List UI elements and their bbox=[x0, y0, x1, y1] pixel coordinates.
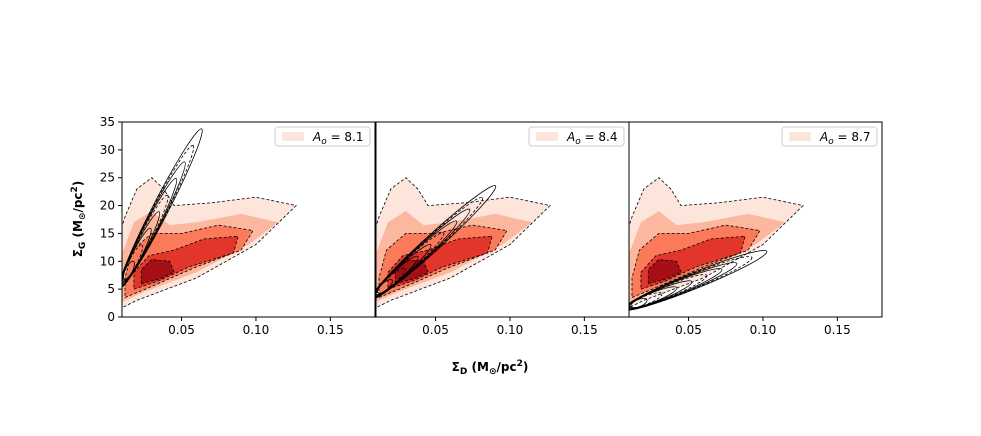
panel-1-y-tick-label-6: 25 bbox=[100, 171, 115, 185]
panel-3-line-contour-9 bbox=[630, 297, 648, 309]
panel-2-legend-swatch bbox=[536, 132, 558, 141]
panel-3-x-ticks: 0.05 0.10 0.15 bbox=[675, 317, 851, 337]
panel-3-legend-label: Ao = 8.7 bbox=[819, 130, 871, 147]
panel-3-plot-area bbox=[629, 177, 804, 311]
panel-1-legend-box bbox=[274, 126, 371, 147]
panel-2-line-contour-9 bbox=[377, 279, 393, 294]
panel-2-line-contour-1 bbox=[376, 185, 497, 300]
panel-2-line-contour-2 bbox=[376, 196, 484, 300]
panel-1-y-ticks: 0 5 10 15 20 25 30 35 bbox=[100, 115, 122, 324]
panel-2: 0.05 0.10 0.15 Ao = 8.4 bbox=[375, 121, 630, 337]
panel-2-line-contour-6 bbox=[376, 244, 432, 296]
panel-2-line-contour-3 bbox=[376, 208, 471, 299]
x-axis-label: ΣD (M⊙/pc2) bbox=[452, 359, 529, 377]
panel-1-x-ticks: 0.05 0.10 0.15 bbox=[168, 317, 344, 337]
panel-2-x-tick-label-3: 0.15 bbox=[571, 323, 598, 337]
panel-1-y-tick-label-1: 0 bbox=[107, 310, 115, 324]
panel-1-x-tick-label-2: 0.10 bbox=[243, 323, 270, 337]
panel-1-x-tick-label-3: 0.15 bbox=[317, 323, 344, 337]
panel-3-density-fill bbox=[629, 177, 804, 309]
panel-1-y-tick-label-8: 35 bbox=[100, 115, 115, 129]
panel-3-x-tick-label-3: 0.15 bbox=[824, 323, 851, 337]
panel-1-line-contour-4 bbox=[122, 178, 178, 286]
panel-3-line-contours bbox=[629, 250, 768, 311]
panel-3-x-tick-label-2: 0.10 bbox=[750, 323, 777, 337]
panel-3-x-tick-label-1: 0.05 bbox=[675, 323, 702, 337]
panel-3-density-level-5 bbox=[647, 259, 682, 285]
panel-2-line-contour-8 bbox=[376, 267, 406, 295]
panel-2-x-tick-label-2: 0.10 bbox=[497, 323, 524, 337]
panel-1-line-contour-7 bbox=[122, 227, 152, 282]
panel-1-y-tick-label-7: 30 bbox=[100, 143, 115, 157]
panel-1-y-tick-label-3: 10 bbox=[100, 254, 115, 268]
panel-2-line-contour-4 bbox=[376, 220, 458, 298]
panel-2-plot-area bbox=[376, 177, 551, 309]
panel-1-density-fill bbox=[122, 177, 297, 309]
panel-1-legend: Ao = 8.1 bbox=[274, 126, 371, 147]
panel-1-plot-area bbox=[122, 128, 297, 309]
panel-1-line-contour-6 bbox=[122, 211, 161, 283]
panel-2-x-ticks: 0.05 0.10 0.15 bbox=[422, 317, 598, 337]
y-axis-label: ΣG (M⊙/pc2) bbox=[70, 181, 88, 258]
panel-3-line-contour-6 bbox=[629, 280, 693, 309]
panel-3-line-contour-7 bbox=[629, 286, 678, 309]
panel-2-legend: Ao = 8.4 bbox=[528, 126, 625, 147]
panel-1-y-tick-label-5: 20 bbox=[100, 199, 115, 213]
panel-3-line-contour-1 bbox=[629, 250, 768, 311]
panel-3-legend-box bbox=[781, 126, 878, 147]
panel-2-line-contours bbox=[376, 185, 497, 300]
panel-2-line-contour-5 bbox=[376, 232, 445, 297]
panel-3-legend-swatch bbox=[789, 132, 811, 141]
panel-1-frame bbox=[121, 121, 376, 318]
panel-3-frame bbox=[628, 121, 883, 318]
panel-2-density-fill bbox=[376, 177, 551, 309]
panel-1-line-contour-9 bbox=[122, 260, 135, 280]
panel-3-legend: Ao = 8.7 bbox=[781, 126, 878, 147]
panel-3-line-contour-3 bbox=[629, 262, 738, 311]
panel-1-legend-swatch bbox=[282, 132, 304, 141]
panel-3-line-contour-5 bbox=[629, 274, 708, 310]
panel-1-line-contour-2 bbox=[122, 144, 195, 288]
panel-1-density-level-5 bbox=[140, 259, 175, 285]
panel-1-y-tick-label-2: 5 bbox=[107, 282, 115, 296]
panel-1-line-contour-8 bbox=[122, 244, 144, 281]
panel-1-y-tick-label-4: 15 bbox=[100, 226, 115, 240]
panel-2-legend-label: Ao = 8.4 bbox=[566, 130, 618, 147]
panel-1-x-tick-label-1: 0.05 bbox=[168, 323, 195, 337]
panel-3-line-contour-4 bbox=[629, 268, 723, 310]
panel-2-x-tick-label-1: 0.05 bbox=[422, 323, 449, 337]
panel-1: 0.05 0.10 0.15 0 5 10 15 20 25 30 35 Ao = 8.1 bbox=[100, 115, 376, 337]
panel-1-legend-label: Ao = 8.1 bbox=[312, 130, 364, 147]
panel-1-line-contour-3 bbox=[122, 161, 186, 287]
panel-2-legend-box bbox=[528, 126, 625, 147]
panel-1-line-contour-1 bbox=[122, 128, 203, 289]
panel-3-line-contour-2 bbox=[629, 256, 753, 311]
panel-3: 0.05 0.10 0.15 Ao = 8.7 bbox=[628, 121, 883, 337]
